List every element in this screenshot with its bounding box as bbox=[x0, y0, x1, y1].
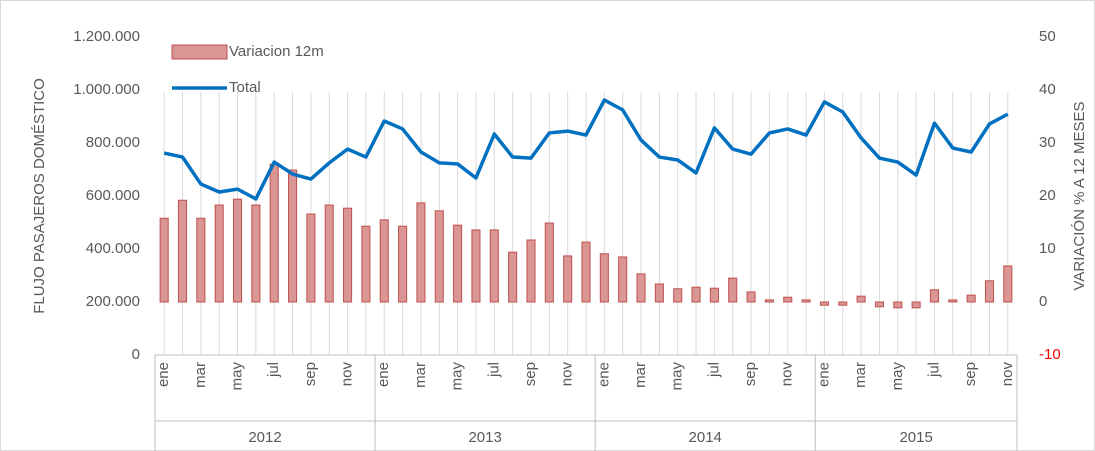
bar bbox=[984, 280, 995, 303]
x-tick-label: jul bbox=[265, 362, 282, 378]
bar bbox=[911, 301, 921, 309]
bar bbox=[269, 163, 279, 303]
bar bbox=[288, 169, 298, 303]
bar bbox=[159, 217, 169, 303]
bar bbox=[343, 207, 353, 303]
bar bbox=[508, 251, 518, 303]
y2-tick-label: 10 bbox=[1039, 240, 1056, 257]
y2-axis-title: VARIACIÓN % A 12 MESES bbox=[1071, 102, 1088, 291]
bar bbox=[966, 294, 976, 303]
x-tick-label: ene bbox=[375, 362, 392, 387]
x-tick-label: sep bbox=[742, 362, 759, 386]
x-tick-label: jul bbox=[705, 362, 722, 378]
y2-tick-label: 50 bbox=[1039, 28, 1056, 45]
bar bbox=[306, 213, 316, 303]
x-tick-label: ene bbox=[595, 362, 612, 387]
x-tick-label: sep bbox=[522, 362, 539, 386]
bar bbox=[453, 224, 463, 303]
bar bbox=[471, 229, 481, 303]
bar bbox=[324, 204, 334, 303]
y-tick-label: 1.000.000 bbox=[73, 81, 140, 98]
x-tick-label: mar bbox=[412, 362, 429, 388]
bar bbox=[599, 253, 609, 303]
group-label: 2015 bbox=[899, 429, 932, 446]
bar bbox=[801, 299, 811, 303]
y-tick-label: 0 bbox=[132, 346, 140, 363]
bar bbox=[544, 222, 554, 303]
bar bbox=[214, 204, 224, 303]
y-tick-label: 800.000 bbox=[86, 134, 140, 151]
y-tick-label: 1.200.000 bbox=[73, 28, 140, 45]
bar bbox=[618, 256, 628, 303]
x-tick-label: ene bbox=[815, 362, 832, 387]
x-tick-label: may bbox=[449, 362, 466, 391]
bar bbox=[581, 241, 591, 303]
bar bbox=[361, 225, 371, 303]
x-tick-label: ene bbox=[155, 362, 172, 387]
x-tick-label: jul bbox=[485, 362, 502, 378]
x-tick-label: jul bbox=[925, 362, 942, 378]
x-tick-label: sep bbox=[302, 362, 319, 386]
bar bbox=[764, 299, 774, 303]
x-tick-label: may bbox=[229, 362, 246, 391]
bar bbox=[948, 299, 958, 303]
x-tick-label: mar bbox=[632, 362, 649, 388]
group-label: 2013 bbox=[468, 429, 501, 446]
bar bbox=[746, 291, 756, 303]
bar bbox=[526, 239, 536, 303]
y2-tick-label: 30 bbox=[1039, 134, 1056, 151]
line bbox=[163, 98, 1009, 201]
bar bbox=[728, 277, 738, 303]
bar bbox=[251, 204, 261, 303]
bar bbox=[416, 202, 426, 303]
bar bbox=[673, 288, 683, 303]
bar bbox=[654, 283, 664, 303]
bar bbox=[489, 229, 499, 303]
bar bbox=[819, 301, 829, 306]
bar bbox=[398, 225, 408, 303]
group-label: 2012 bbox=[248, 429, 281, 446]
bar bbox=[636, 273, 646, 303]
x-tick-label: mar bbox=[192, 362, 209, 388]
bar bbox=[1003, 265, 1013, 303]
y-tick-label: 600.000 bbox=[86, 187, 140, 204]
bar bbox=[929, 289, 940, 303]
bar bbox=[691, 286, 701, 303]
x-tick-label: may bbox=[669, 362, 686, 391]
y2-tick-label: 0 bbox=[1039, 293, 1047, 310]
bar bbox=[709, 287, 719, 303]
y2-tick-label: 20 bbox=[1039, 187, 1056, 204]
y-axis-title: FLUJO PASAJEROS DOMÉSTICO bbox=[31, 78, 48, 314]
bar bbox=[563, 255, 573, 303]
legend-swatch bbox=[171, 44, 228, 60]
y-tick-label: 400.000 bbox=[86, 240, 140, 257]
bar bbox=[379, 219, 389, 303]
bar bbox=[893, 301, 903, 309]
bar bbox=[177, 199, 188, 303]
group-label: 2014 bbox=[689, 429, 722, 446]
bar bbox=[196, 217, 206, 303]
legend-label: Total bbox=[229, 79, 261, 96]
x-tick-label: nov bbox=[559, 362, 576, 387]
bar bbox=[838, 301, 848, 306]
x-tick-label: mar bbox=[852, 362, 869, 388]
bar bbox=[434, 210, 444, 303]
bar bbox=[783, 296, 793, 303]
y2-tick-label: 40 bbox=[1039, 81, 1056, 98]
bar bbox=[232, 198, 243, 303]
y2-tick-label: -10 bbox=[1039, 346, 1061, 363]
legend-label: Variacion 12m bbox=[229, 43, 324, 60]
y-tick-label: 200.000 bbox=[86, 293, 140, 310]
bar bbox=[856, 295, 866, 303]
x-tick-label: nov bbox=[999, 362, 1016, 387]
bar bbox=[874, 301, 884, 308]
x-tick-label: sep bbox=[962, 362, 979, 386]
x-tick-label: nov bbox=[339, 362, 356, 387]
x-tick-label: nov bbox=[779, 362, 796, 387]
x-tick-label: may bbox=[889, 362, 906, 391]
